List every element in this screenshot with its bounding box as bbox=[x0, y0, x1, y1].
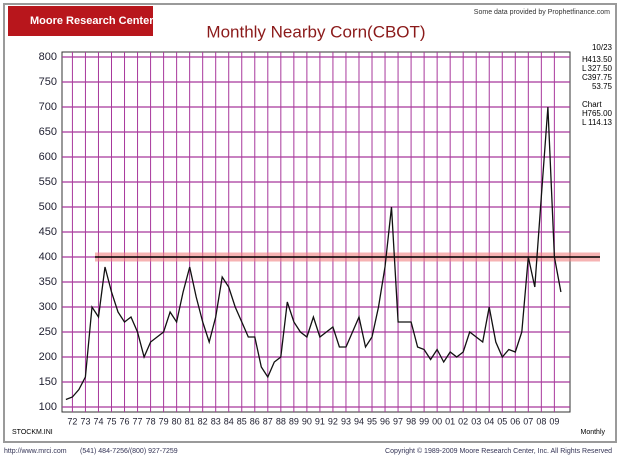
logo-box bbox=[8, 6, 153, 36]
panel-value: 765.00 bbox=[588, 109, 613, 118]
x-tick-label: 01 bbox=[445, 416, 455, 426]
y-tick-label: 450 bbox=[39, 226, 57, 238]
panel-date: 10/23 bbox=[592, 43, 613, 52]
x-tick-label: 07 bbox=[523, 416, 533, 426]
footer-url: http://www.mrci.com bbox=[4, 448, 67, 455]
x-tick-label: 78 bbox=[146, 416, 156, 426]
panel-value: 114.13 bbox=[588, 118, 612, 127]
x-tick-label: 89 bbox=[289, 416, 299, 426]
y-tick-label: 200 bbox=[39, 351, 57, 363]
panel-key: H bbox=[582, 55, 588, 64]
x-tick-label: 02 bbox=[458, 416, 468, 426]
x-tick-label: 00 bbox=[432, 416, 442, 426]
y-tick-label: 100 bbox=[39, 401, 57, 413]
y-tick-label: 750 bbox=[39, 76, 57, 88]
y-tick-label: 400 bbox=[39, 251, 57, 263]
x-tick-label: 90 bbox=[302, 416, 312, 426]
x-tick-label: 86 bbox=[250, 416, 260, 426]
panel-value: 413.50 bbox=[588, 55, 613, 64]
x-tick-label: 85 bbox=[237, 416, 247, 426]
x-tick-label: 94 bbox=[354, 416, 364, 426]
y-tick-label: 800 bbox=[39, 51, 57, 63]
panel-chart-label: Chart bbox=[582, 100, 602, 109]
x-tick-label: 83 bbox=[211, 416, 221, 426]
x-tick-label: 88 bbox=[276, 416, 286, 426]
credit: Some data provided by Prophetfinance.com bbox=[474, 9, 610, 16]
y-tick-label: 150 bbox=[39, 376, 57, 388]
x-tick-label: 91 bbox=[315, 416, 325, 426]
x-tick-label: 81 bbox=[185, 416, 195, 426]
x-tick-label: 84 bbox=[224, 416, 234, 426]
x-tick-label: 72 bbox=[67, 416, 77, 426]
footer-copyright: Copyright © 1989-2009 Moore Research Cen… bbox=[385, 447, 612, 455]
y-tick-label: 650 bbox=[39, 126, 57, 138]
x-tick-label: 08 bbox=[536, 416, 546, 426]
y-tick-label: 300 bbox=[39, 301, 57, 313]
x-tick-label: 03 bbox=[471, 416, 481, 426]
panel-key: C bbox=[582, 73, 588, 82]
bottom-right: Monthly bbox=[580, 429, 605, 436]
logo: Moore Research Center, Inc bbox=[30, 15, 175, 27]
chart-title: Monthly Nearby Corn(CBOT) bbox=[206, 22, 425, 41]
x-tick-label: 99 bbox=[419, 416, 429, 426]
panel-key: L bbox=[582, 118, 587, 127]
x-tick-label: 82 bbox=[198, 416, 208, 426]
x-tick-label: 73 bbox=[80, 416, 90, 426]
x-tick-label: 92 bbox=[328, 416, 338, 426]
y-tick-label: 250 bbox=[39, 326, 57, 338]
x-tick-label: 93 bbox=[341, 416, 351, 426]
x-tick-label: 74 bbox=[93, 416, 103, 426]
panel-key: H bbox=[582, 109, 588, 118]
x-tick-label: 75 bbox=[106, 416, 116, 426]
bottom-left: STOCKM.INI bbox=[12, 429, 53, 436]
series-line bbox=[65, 106, 562, 401]
x-tick-label: 76 bbox=[120, 416, 130, 426]
x-tick-label: 96 bbox=[380, 416, 390, 426]
panel-value: 53.75 bbox=[592, 82, 613, 91]
x-tick-label: 98 bbox=[406, 416, 416, 426]
x-tick-label: 80 bbox=[172, 416, 182, 426]
x-tick-label: 95 bbox=[367, 416, 377, 426]
x-tick-label: 87 bbox=[263, 416, 273, 426]
x-tick-label: 97 bbox=[393, 416, 403, 426]
panel-value: 327.50 bbox=[588, 64, 613, 73]
x-tick-label: 05 bbox=[497, 416, 507, 426]
y-tick-label: 550 bbox=[39, 176, 57, 188]
x-tick-label: 06 bbox=[510, 416, 520, 426]
y-tick-label: 700 bbox=[39, 101, 57, 113]
y-tick-label: 500 bbox=[39, 201, 57, 213]
x-tick-label: 09 bbox=[549, 416, 559, 426]
panel-key: L bbox=[582, 64, 587, 73]
footer-phone: (541) 484-7256/(800) 927-7259 bbox=[80, 448, 178, 455]
x-tick-label: 79 bbox=[159, 416, 169, 426]
panel-value: 397.75 bbox=[588, 73, 613, 82]
x-tick-label: 04 bbox=[484, 416, 494, 426]
x-tick-label: 77 bbox=[133, 416, 143, 426]
y-tick-label: 600 bbox=[39, 151, 57, 163]
y-tick-label: 350 bbox=[39, 276, 57, 288]
